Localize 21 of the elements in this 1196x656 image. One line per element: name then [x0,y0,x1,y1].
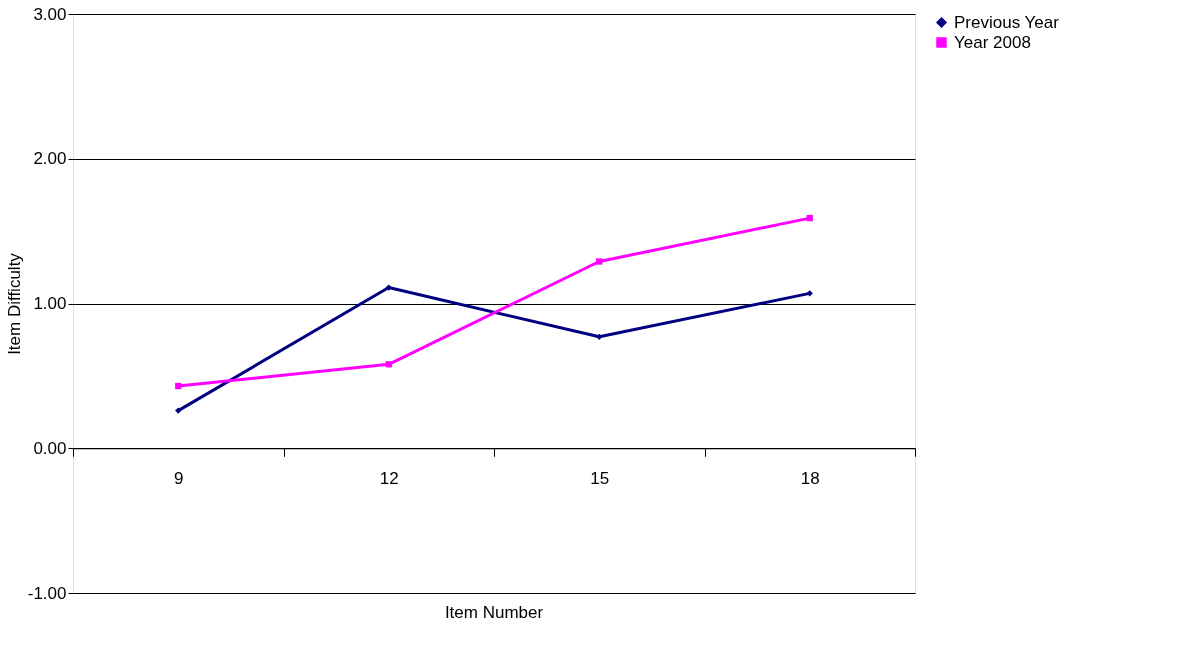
x-tick-label: 18 [800,468,820,488]
y-tick-label: 3.00 [33,4,67,24]
point [596,258,603,265]
x-tick-label: 12 [379,468,399,488]
x-tick-label: 9 [174,468,184,488]
legend-label: Previous Year [954,12,1060,32]
point [175,382,182,390]
y-axis-title: Item Difficulty [4,252,24,355]
x-tick-label: 15 [590,468,610,488]
y-tick-label: 0.00 [33,438,67,458]
point [806,290,813,297]
y-tick-label: 2.00 [33,149,67,169]
point [175,407,182,414]
y-tick-label: 1.00 [33,294,67,313]
x-axis-title: Item Number [444,603,544,622]
legend-label: Year 2008 [954,32,1031,52]
point [596,333,603,340]
point [385,284,392,291]
y-tick-label: -1.00 [27,583,67,603]
point [385,361,392,368]
point [806,214,813,222]
